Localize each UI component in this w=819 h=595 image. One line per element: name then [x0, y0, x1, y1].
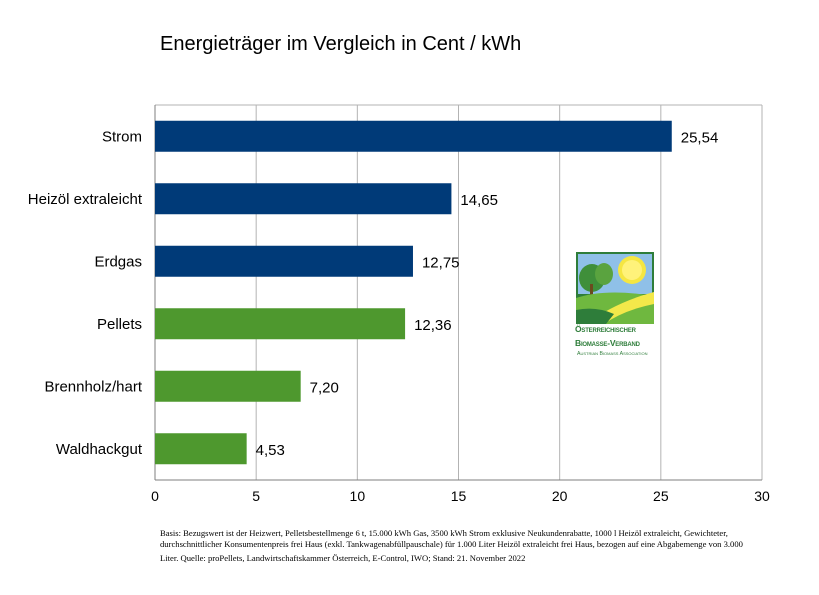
bar [155, 370, 301, 402]
x-tick-label: 10 [350, 488, 366, 504]
grid-lines [154, 104, 763, 480]
biomasse-verband-logo: Österreichischer Biomasse-Verband Austri… [575, 252, 655, 364]
bar [155, 433, 247, 465]
value-label: 25,54 [681, 129, 719, 146]
value-label: 7,20 [310, 379, 339, 396]
category-label: Heizöl extraleicht [28, 191, 143, 208]
x-tick-label: 15 [451, 488, 467, 504]
value-label: 4,53 [256, 442, 285, 459]
category-label: Pellets [97, 316, 142, 333]
x-tick-label: 20 [552, 488, 568, 504]
bar [155, 120, 672, 152]
value-label: 12,36 [414, 317, 452, 334]
bar [155, 183, 452, 215]
footnote-line2: durchschnittlicher Konsumentenpreis frei… [160, 538, 743, 549]
value-label: 12,75 [422, 254, 460, 271]
logo-text-line1: Österreichischer [575, 324, 636, 334]
x-tick-label: 30 [754, 488, 770, 504]
footnote-line1: Basis: Bezugswert ist der Heizwert, Pell… [160, 528, 728, 538]
logo-text-line3: Austrian Biomass Association [577, 351, 648, 357]
category-label: Strom [102, 128, 142, 145]
bars [155, 120, 672, 465]
footnote-line3: Liter. Quelle: proPellets, Landwirtschaf… [160, 553, 526, 564]
bar [155, 245, 413, 277]
x-tick-label: 5 [252, 488, 260, 504]
logo-graphic-icon [576, 252, 654, 324]
axis-lines [154, 105, 762, 481]
x-tick-label: 25 [653, 488, 669, 504]
labels: 0 5 10 15 20 25 30 Strom 25,54 Heizöl extraleicht… [28, 128, 770, 504]
category-label: Erdgas [94, 253, 142, 270]
x-tick-label: 0 [151, 488, 159, 504]
bar [155, 308, 406, 340]
value-label: 14,65 [460, 192, 498, 209]
category-label: Brennholz/hart [44, 378, 142, 395]
category-label: Waldhackgut [56, 441, 143, 458]
source-footnote: Basis: Bezugswert ist der Heizwert, Pell… [160, 528, 800, 564]
logo-text-line2: Biomasse-Verband [575, 338, 640, 348]
chart-title: Energieträger im Vergleich in Cent / kWh [160, 33, 522, 55]
